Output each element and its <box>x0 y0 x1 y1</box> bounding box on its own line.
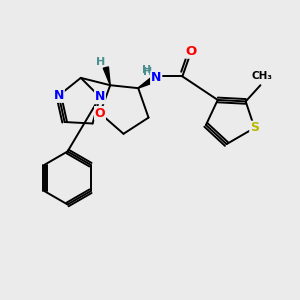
Text: N: N <box>95 91 105 103</box>
Text: N: N <box>53 89 64 102</box>
Text: H: H <box>96 57 105 67</box>
Text: O: O <box>94 107 105 120</box>
Polygon shape <box>138 75 160 88</box>
Text: O: O <box>94 107 105 120</box>
Polygon shape <box>103 67 110 85</box>
Text: S: S <box>250 122 259 134</box>
Text: S: S <box>250 122 259 134</box>
Text: CH₃: CH₃ <box>251 71 272 81</box>
Text: O: O <box>186 45 197 58</box>
Text: O: O <box>186 45 197 58</box>
Text: N: N <box>95 91 105 103</box>
Text: N: N <box>151 71 161 84</box>
Text: N: N <box>151 71 162 84</box>
Text: N: N <box>53 89 64 102</box>
Text: CH₃: CH₃ <box>251 71 272 81</box>
Text: H: H <box>142 65 151 76</box>
Text: H: H <box>143 67 152 77</box>
